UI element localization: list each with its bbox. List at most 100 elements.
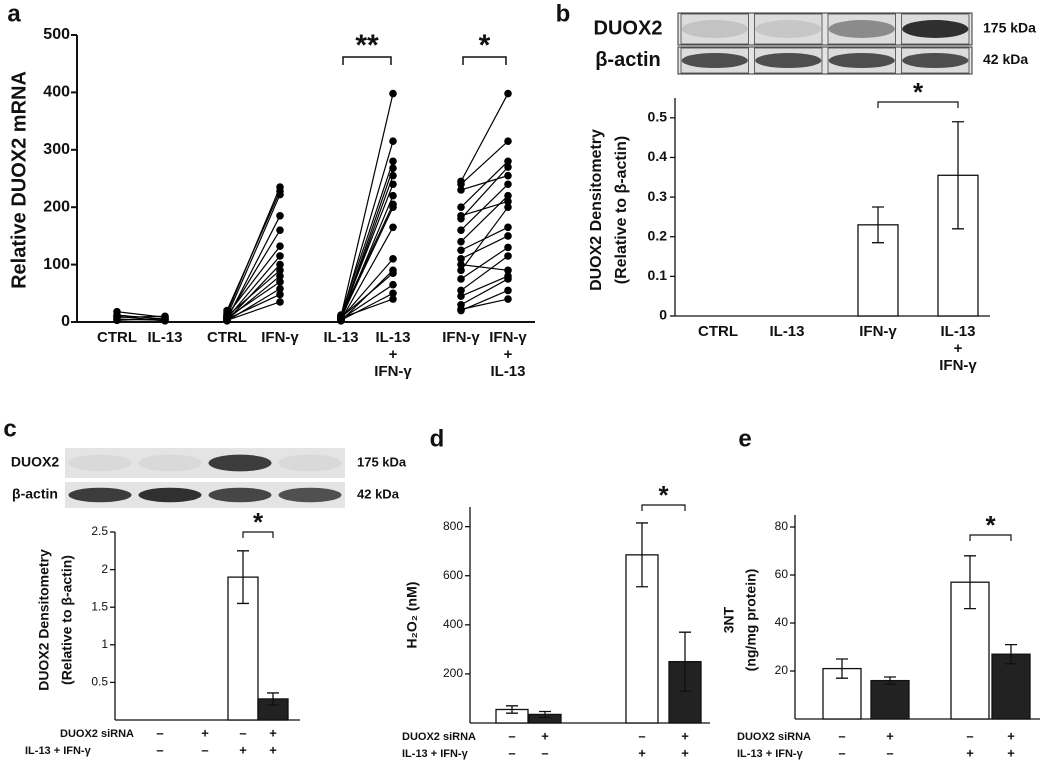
significance-label: * [253,507,264,537]
point [457,260,465,269]
y-axis-label: Relative DUOX2 mRNA [8,71,30,289]
pair-line [226,293,281,320]
pair-line [460,235,509,260]
pair-line [226,194,281,317]
significance-label: * [479,29,491,62]
blot-strip [65,448,345,478]
panel-label: a [7,0,21,27]
error-bar [1005,643,1017,665]
point [276,212,284,220]
y-axis-label: H₂O₂ (nM) [404,582,420,649]
blot-size: 175 kDa [983,20,1036,36]
point [276,266,284,275]
point [457,180,465,189]
x-tick-label: CTRL [97,329,137,346]
panel-label: c [3,415,16,442]
point [389,295,397,303]
pair-line [340,226,394,321]
point [504,89,512,98]
x-tick-label: IFN-γ [859,323,897,340]
error-bar [964,555,976,610]
point [504,295,512,303]
y-tick-label: 40 [775,615,789,629]
point [276,290,284,299]
error-bar [679,631,691,692]
y-axis-label: (ng/mg protein) [743,569,759,672]
blot-band [208,454,272,472]
pair-line [340,206,394,319]
row-sign: + [201,725,209,740]
blot-band [208,487,272,503]
point [457,275,465,283]
pair-line [226,264,281,321]
point [457,226,465,234]
blot-band [902,52,969,69]
row-label: DUOX2 siRNA [60,728,134,740]
error-bar [836,658,848,679]
point [457,255,465,263]
significance-label: * [985,510,996,540]
row-sign: – [838,728,845,743]
y-tick-label: 100 [43,256,70,273]
x-tick-label: IL-13 [769,323,804,340]
pair-line [340,258,394,319]
row-sign: – [541,745,548,760]
point [504,266,512,275]
row-sign: + [638,745,646,760]
blot-band [828,20,895,38]
point [389,164,397,172]
point [389,89,397,98]
pair-line [460,200,509,217]
y-tick-label: 1.5 [91,599,108,613]
blot-band [755,20,822,38]
point [457,292,465,300]
significance-label: * [658,480,669,510]
pair-line [460,206,509,271]
row-sign: + [269,742,277,757]
panel-label: d [430,425,445,452]
pair-line [460,183,509,231]
pair-line [460,175,509,191]
point [389,280,397,289]
point [389,255,397,263]
blot-lane [827,13,896,45]
error-bar [237,550,249,605]
error-bar [636,522,648,588]
point [276,190,284,199]
y-tick-label: 0.5 [648,109,668,125]
significance-bracket [342,56,392,65]
point [504,157,512,166]
blot-band [138,454,202,472]
row-sign: + [239,742,247,757]
blot-band [278,487,342,503]
pair-line [460,264,509,271]
y-tick-label: 60 [775,567,789,581]
row-sign: – [638,728,645,743]
panel-label: b [556,0,571,27]
x-tick-label: IL-13 [147,329,182,346]
y-tick-label: 400 [43,84,70,101]
point [504,286,512,295]
pair-line [116,317,166,321]
point [161,317,169,325]
y-tick-label: 600 [443,568,463,582]
pair-line [226,245,281,316]
y-axis-label: DUOX2 Densitometry [588,129,605,291]
point [457,246,465,255]
point [389,137,397,145]
point [457,186,465,194]
point [504,197,512,206]
y-tick-label: 80 [775,519,789,533]
row-sign: – [966,728,973,743]
x-tick-label: CTRL [698,323,738,340]
y-tick-label: 300 [43,141,70,158]
point [389,223,397,232]
y-tick-label: 20 [775,663,789,677]
y-tick-label: 1 [101,637,108,651]
y-tick-label: 2 [101,562,108,576]
row-label: IL-13 + IFN-γ [737,748,804,760]
panel-label: e [738,425,751,452]
row-sign: + [681,745,689,760]
point [504,137,512,145]
